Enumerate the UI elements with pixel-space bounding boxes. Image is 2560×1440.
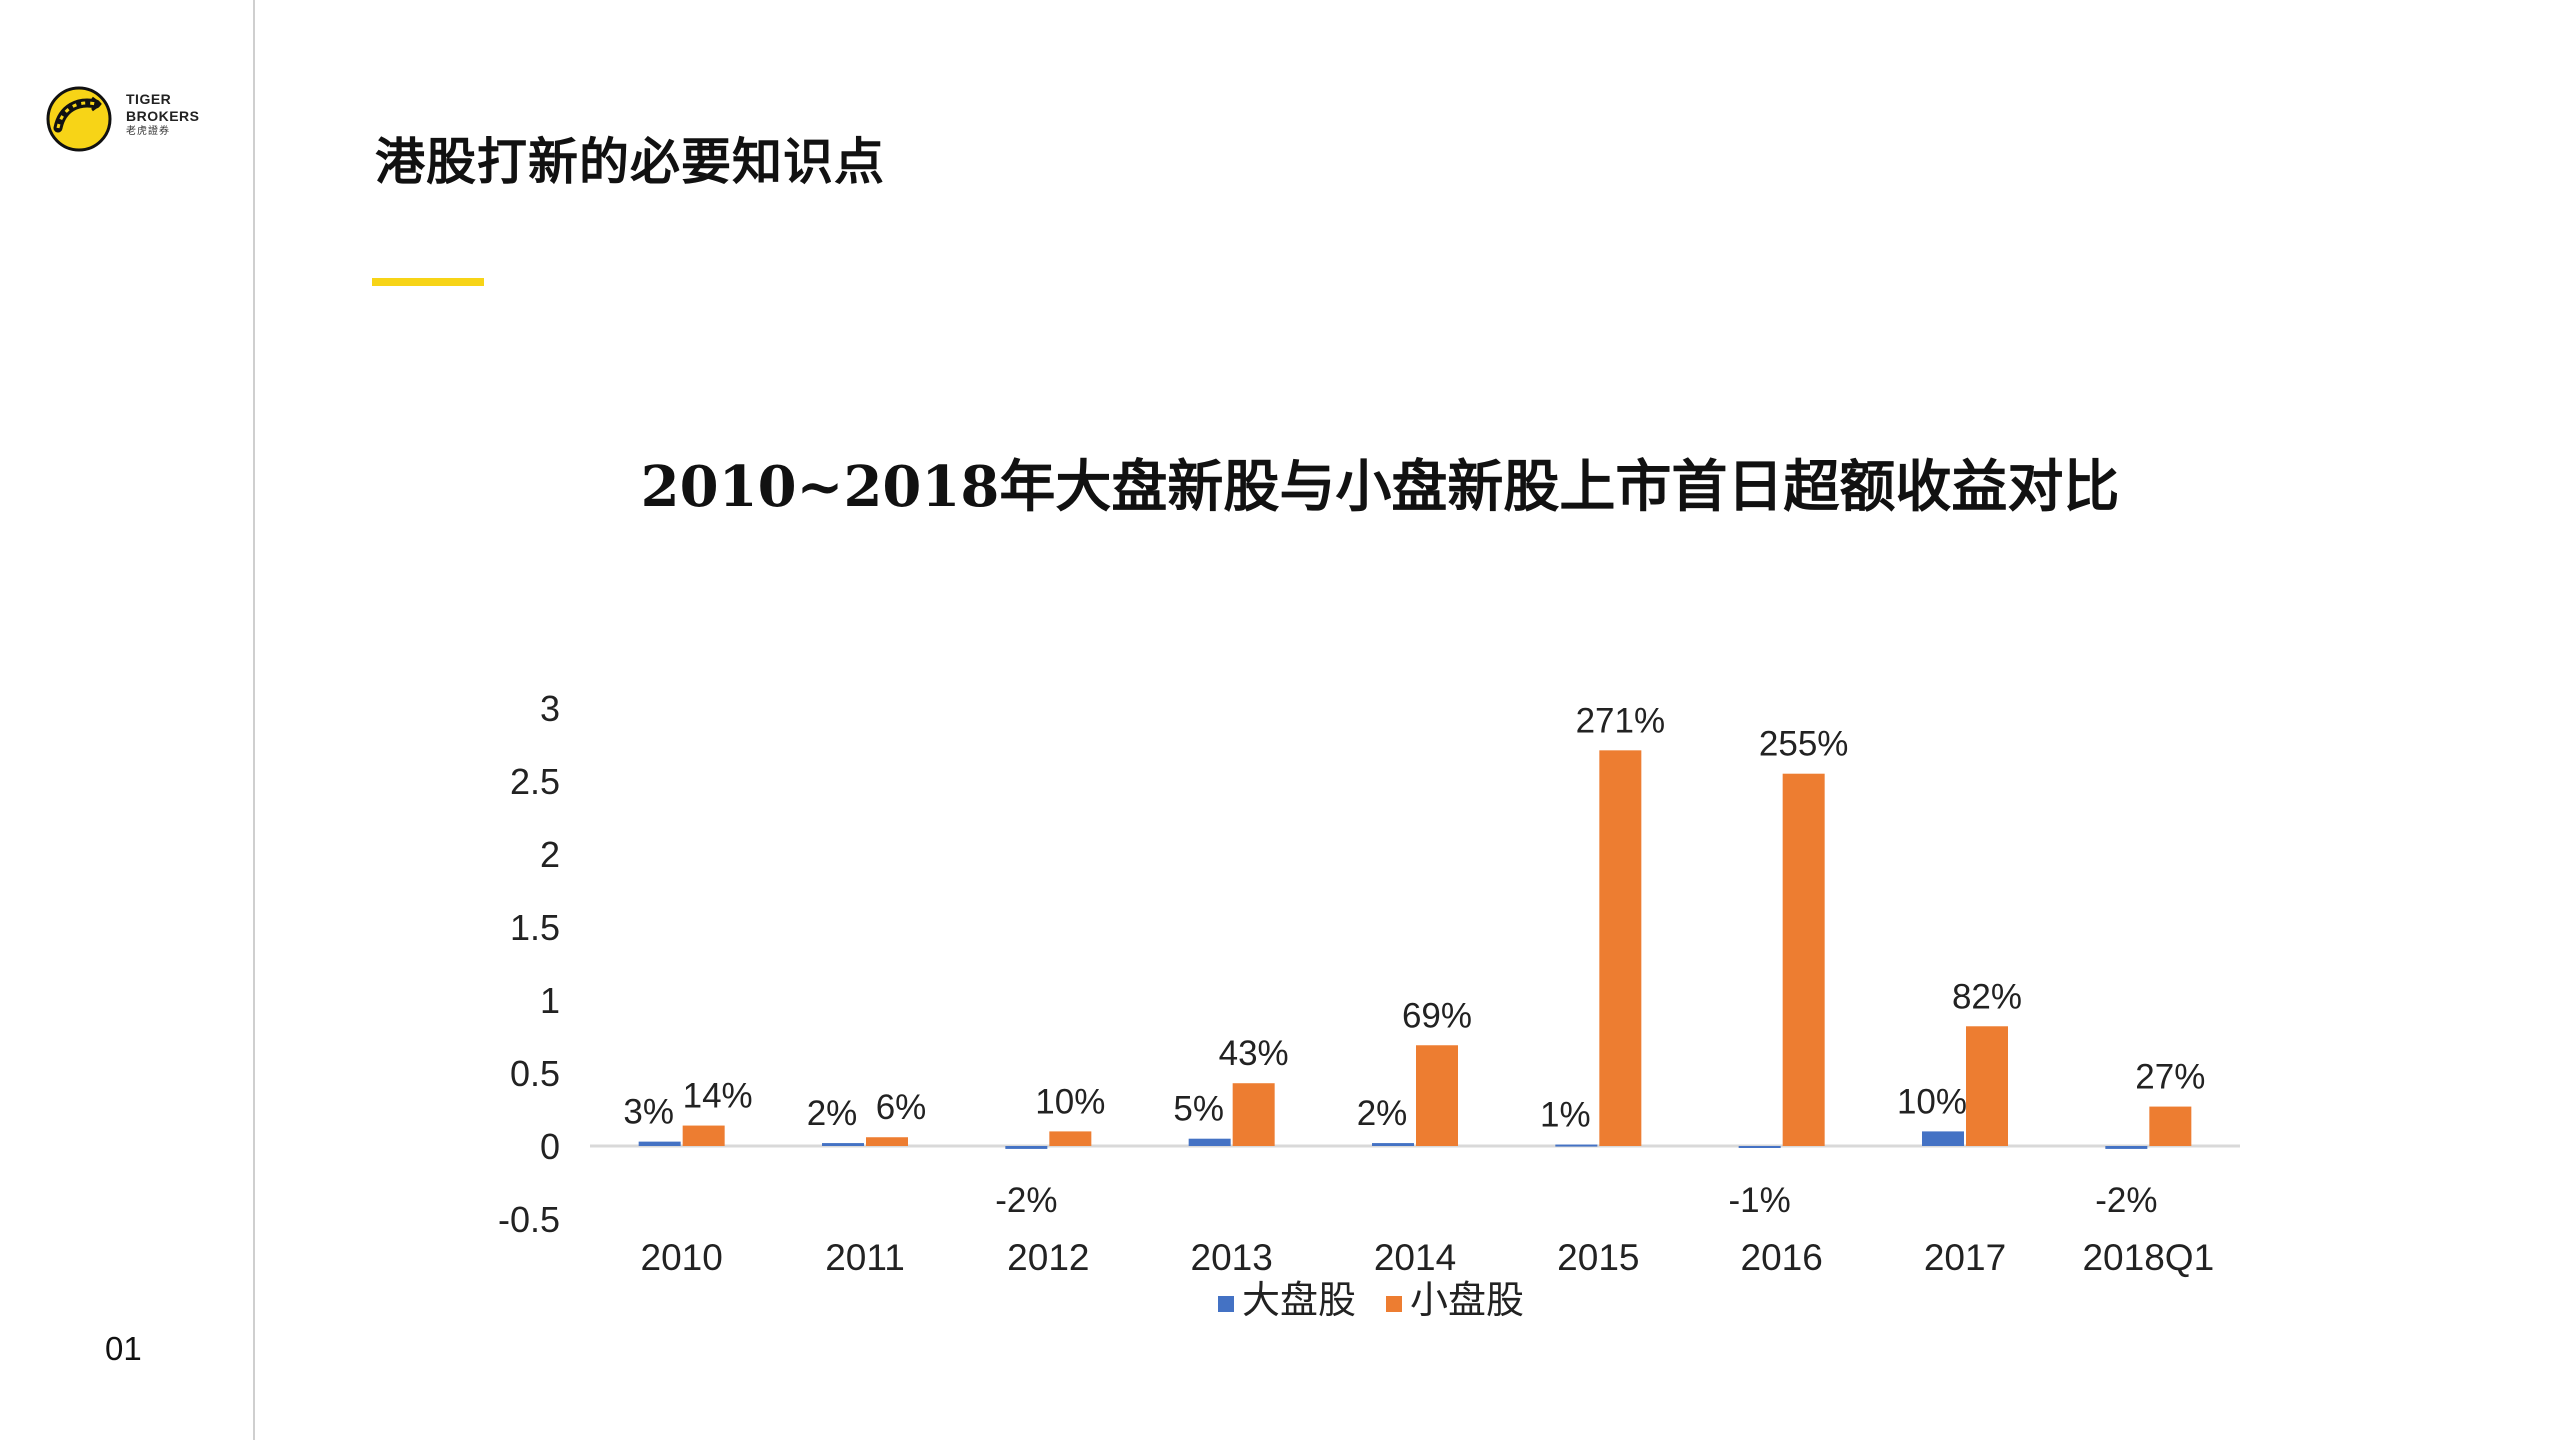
chart-title: 2010~2018年大盘新股与小盘新股上市首日超额收益对比 (640, 454, 2120, 520)
data-label: 1% (1540, 1096, 1591, 1135)
title-accent-bar (372, 278, 484, 286)
legend-swatch-small-cap (1386, 1296, 1402, 1312)
data-label: 3% (623, 1093, 674, 1132)
logo-brand-line2: BROKERS (126, 108, 200, 124)
bar-large-cap (1922, 1131, 1964, 1146)
bar-large-cap (1188, 1138, 1231, 1146)
data-label: 69% (1402, 996, 1472, 1035)
data-label: 10% (1897, 1082, 1967, 1121)
bar-large-cap (822, 1143, 864, 1146)
data-label: 5% (1173, 1090, 1224, 1129)
data-label: 10% (1035, 1082, 1105, 1121)
x-tick-label: 2018Q1 (2082, 1237, 2214, 1278)
data-label: 82% (1952, 977, 2022, 1016)
page-title: 港股打新的必要知识点 (375, 133, 885, 191)
bar-small-cap (1599, 750, 1642, 1146)
logo-text: TIGER BROKERS 老虎證券 (126, 91, 200, 139)
bar-large-cap (2105, 1146, 2148, 1149)
x-tick-label: 2012 (1007, 1237, 1089, 1278)
bar-small-cap (2149, 1106, 2192, 1146)
x-tick-label: 2014 (1374, 1237, 1456, 1278)
tiger-logo-icon (46, 86, 112, 152)
x-tick-label: 2015 (1557, 1237, 1639, 1278)
x-tick-label: 2016 (1741, 1237, 1823, 1278)
data-label: -2% (2095, 1181, 2157, 1220)
bar-small-cap (1966, 1026, 2008, 1146)
logo-brand-line1: TIGER (126, 91, 172, 107)
bar-large-cap (1555, 1144, 1598, 1147)
y-tick-label: -0.5 (498, 1199, 560, 1240)
bar-small-cap (682, 1125, 725, 1146)
data-label: 2% (1357, 1094, 1408, 1133)
y-tick-label: 3 (540, 688, 560, 729)
y-tick-label: 1.5 (510, 907, 560, 948)
y-tick-label: 1 (540, 980, 560, 1021)
bar-large-cap (1738, 1146, 1781, 1148)
data-label: 14% (683, 1077, 753, 1116)
y-tick-label: 0.5 (510, 1053, 560, 1094)
bar-small-cap (866, 1137, 908, 1146)
legend-swatch-large-cap (1218, 1296, 1234, 1312)
bar-small-cap (1049, 1131, 1092, 1146)
x-tick-label: 2010 (641, 1237, 723, 1278)
data-label: 255% (1759, 725, 1849, 764)
data-label: -1% (1729, 1181, 1791, 1220)
bar-large-cap (1005, 1146, 1048, 1149)
sidebar-divider (253, 0, 255, 1440)
y-tick-label: 2 (540, 834, 560, 875)
logo-brand-cn: 老虎證券 (126, 126, 170, 137)
legend-label-large-cap: 大盘股 (1242, 1278, 1356, 1322)
legend-label-small-cap: 小盘股 (1410, 1278, 1524, 1322)
tiger-brokers-logo: TIGER BROKERS 老虎證券 (44, 84, 224, 154)
page-number: 01 (105, 1330, 142, 1367)
data-label: -2% (995, 1181, 1057, 1220)
bar-large-cap (638, 1141, 681, 1146)
bar-large-cap (1372, 1143, 1414, 1146)
data-label: 271% (1576, 701, 1666, 740)
x-tick-label: 2011 (825, 1237, 905, 1278)
bar-small-cap (1782, 773, 1825, 1146)
bar-small-cap (1232, 1083, 1275, 1146)
y-tick-label: 0 (540, 1126, 560, 1167)
bar-small-cap (1416, 1045, 1458, 1146)
data-label: 6% (876, 1088, 927, 1127)
data-label: 43% (1219, 1034, 1289, 1073)
x-tick-label: 2013 (1191, 1237, 1273, 1278)
y-tick-label: 2.5 (510, 761, 560, 802)
x-tick-label: 2017 (1924, 1237, 2006, 1278)
data-label: 2% (807, 1094, 858, 1133)
data-label: 27% (2135, 1058, 2205, 1097)
